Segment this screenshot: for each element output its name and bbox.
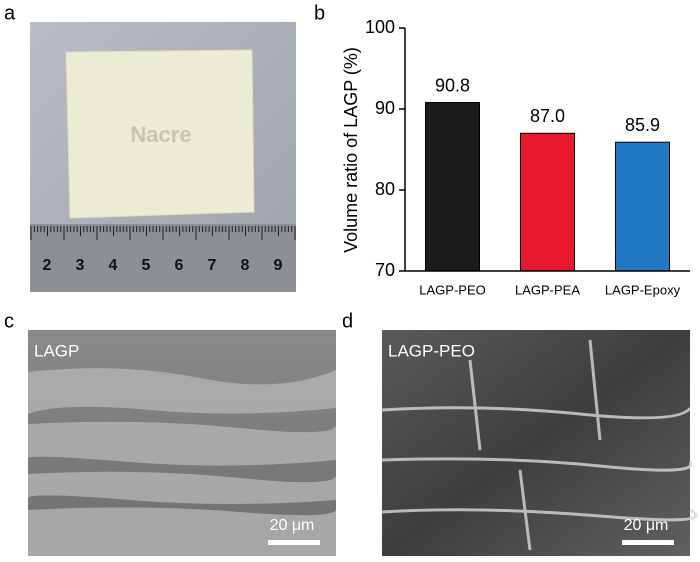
panel-label: c [4, 310, 14, 332]
y-tick-label: 90 [375, 98, 395, 118]
scale-bar-label: 20 μm [270, 517, 315, 534]
ruler-label: 2 [43, 257, 52, 274]
ruler-label: 3 [76, 257, 85, 274]
panel-label: a [4, 2, 16, 24]
scale-bar [622, 540, 674, 545]
scale-bar [268, 540, 320, 545]
bar [615, 141, 670, 272]
ruler-label: 4 [109, 257, 118, 274]
ruler-label: 5 [142, 257, 151, 274]
image-text: LAGP-PEO [388, 341, 475, 360]
ruler-label: 6 [175, 257, 184, 274]
bar [425, 102, 480, 272]
value-label: 90.8 [435, 75, 470, 95]
sem-layers [28, 368, 337, 556]
photo-text: Nacre [130, 122, 191, 147]
ruler-label: 8 [241, 257, 250, 274]
y-axis-label: Volume ratio of LAGP (%) [341, 47, 361, 253]
ruler-label: 9 [274, 257, 283, 274]
sem-layers [381, 339, 698, 551]
panel-label: b [314, 2, 325, 24]
image-text: LAGP [34, 341, 79, 360]
bar [520, 132, 575, 272]
y-tick-label: 100 [365, 17, 395, 37]
x-tick-label: LAGP-PEA [515, 282, 580, 297]
nacre-film [65, 49, 255, 219]
panel-label: d [342, 310, 353, 332]
value-label: 87.0 [530, 106, 565, 126]
x-tick-label: LAGP-Epoxy [605, 282, 681, 297]
scale-bar-label: 20 μm [624, 517, 669, 534]
y-tick-label: 80 [375, 179, 395, 199]
ruler-label: 7 [208, 257, 217, 274]
x-tick-label: LAGP-PEO [419, 282, 485, 297]
y-tick-label: 70 [375, 260, 395, 280]
value-label: 85.9 [625, 115, 660, 135]
